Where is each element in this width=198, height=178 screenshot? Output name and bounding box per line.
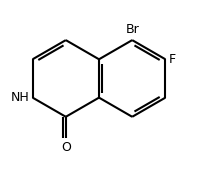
Text: NH: NH [11, 91, 30, 104]
Text: Br: Br [125, 23, 139, 36]
Text: O: O [61, 141, 71, 154]
Text: F: F [169, 53, 176, 66]
